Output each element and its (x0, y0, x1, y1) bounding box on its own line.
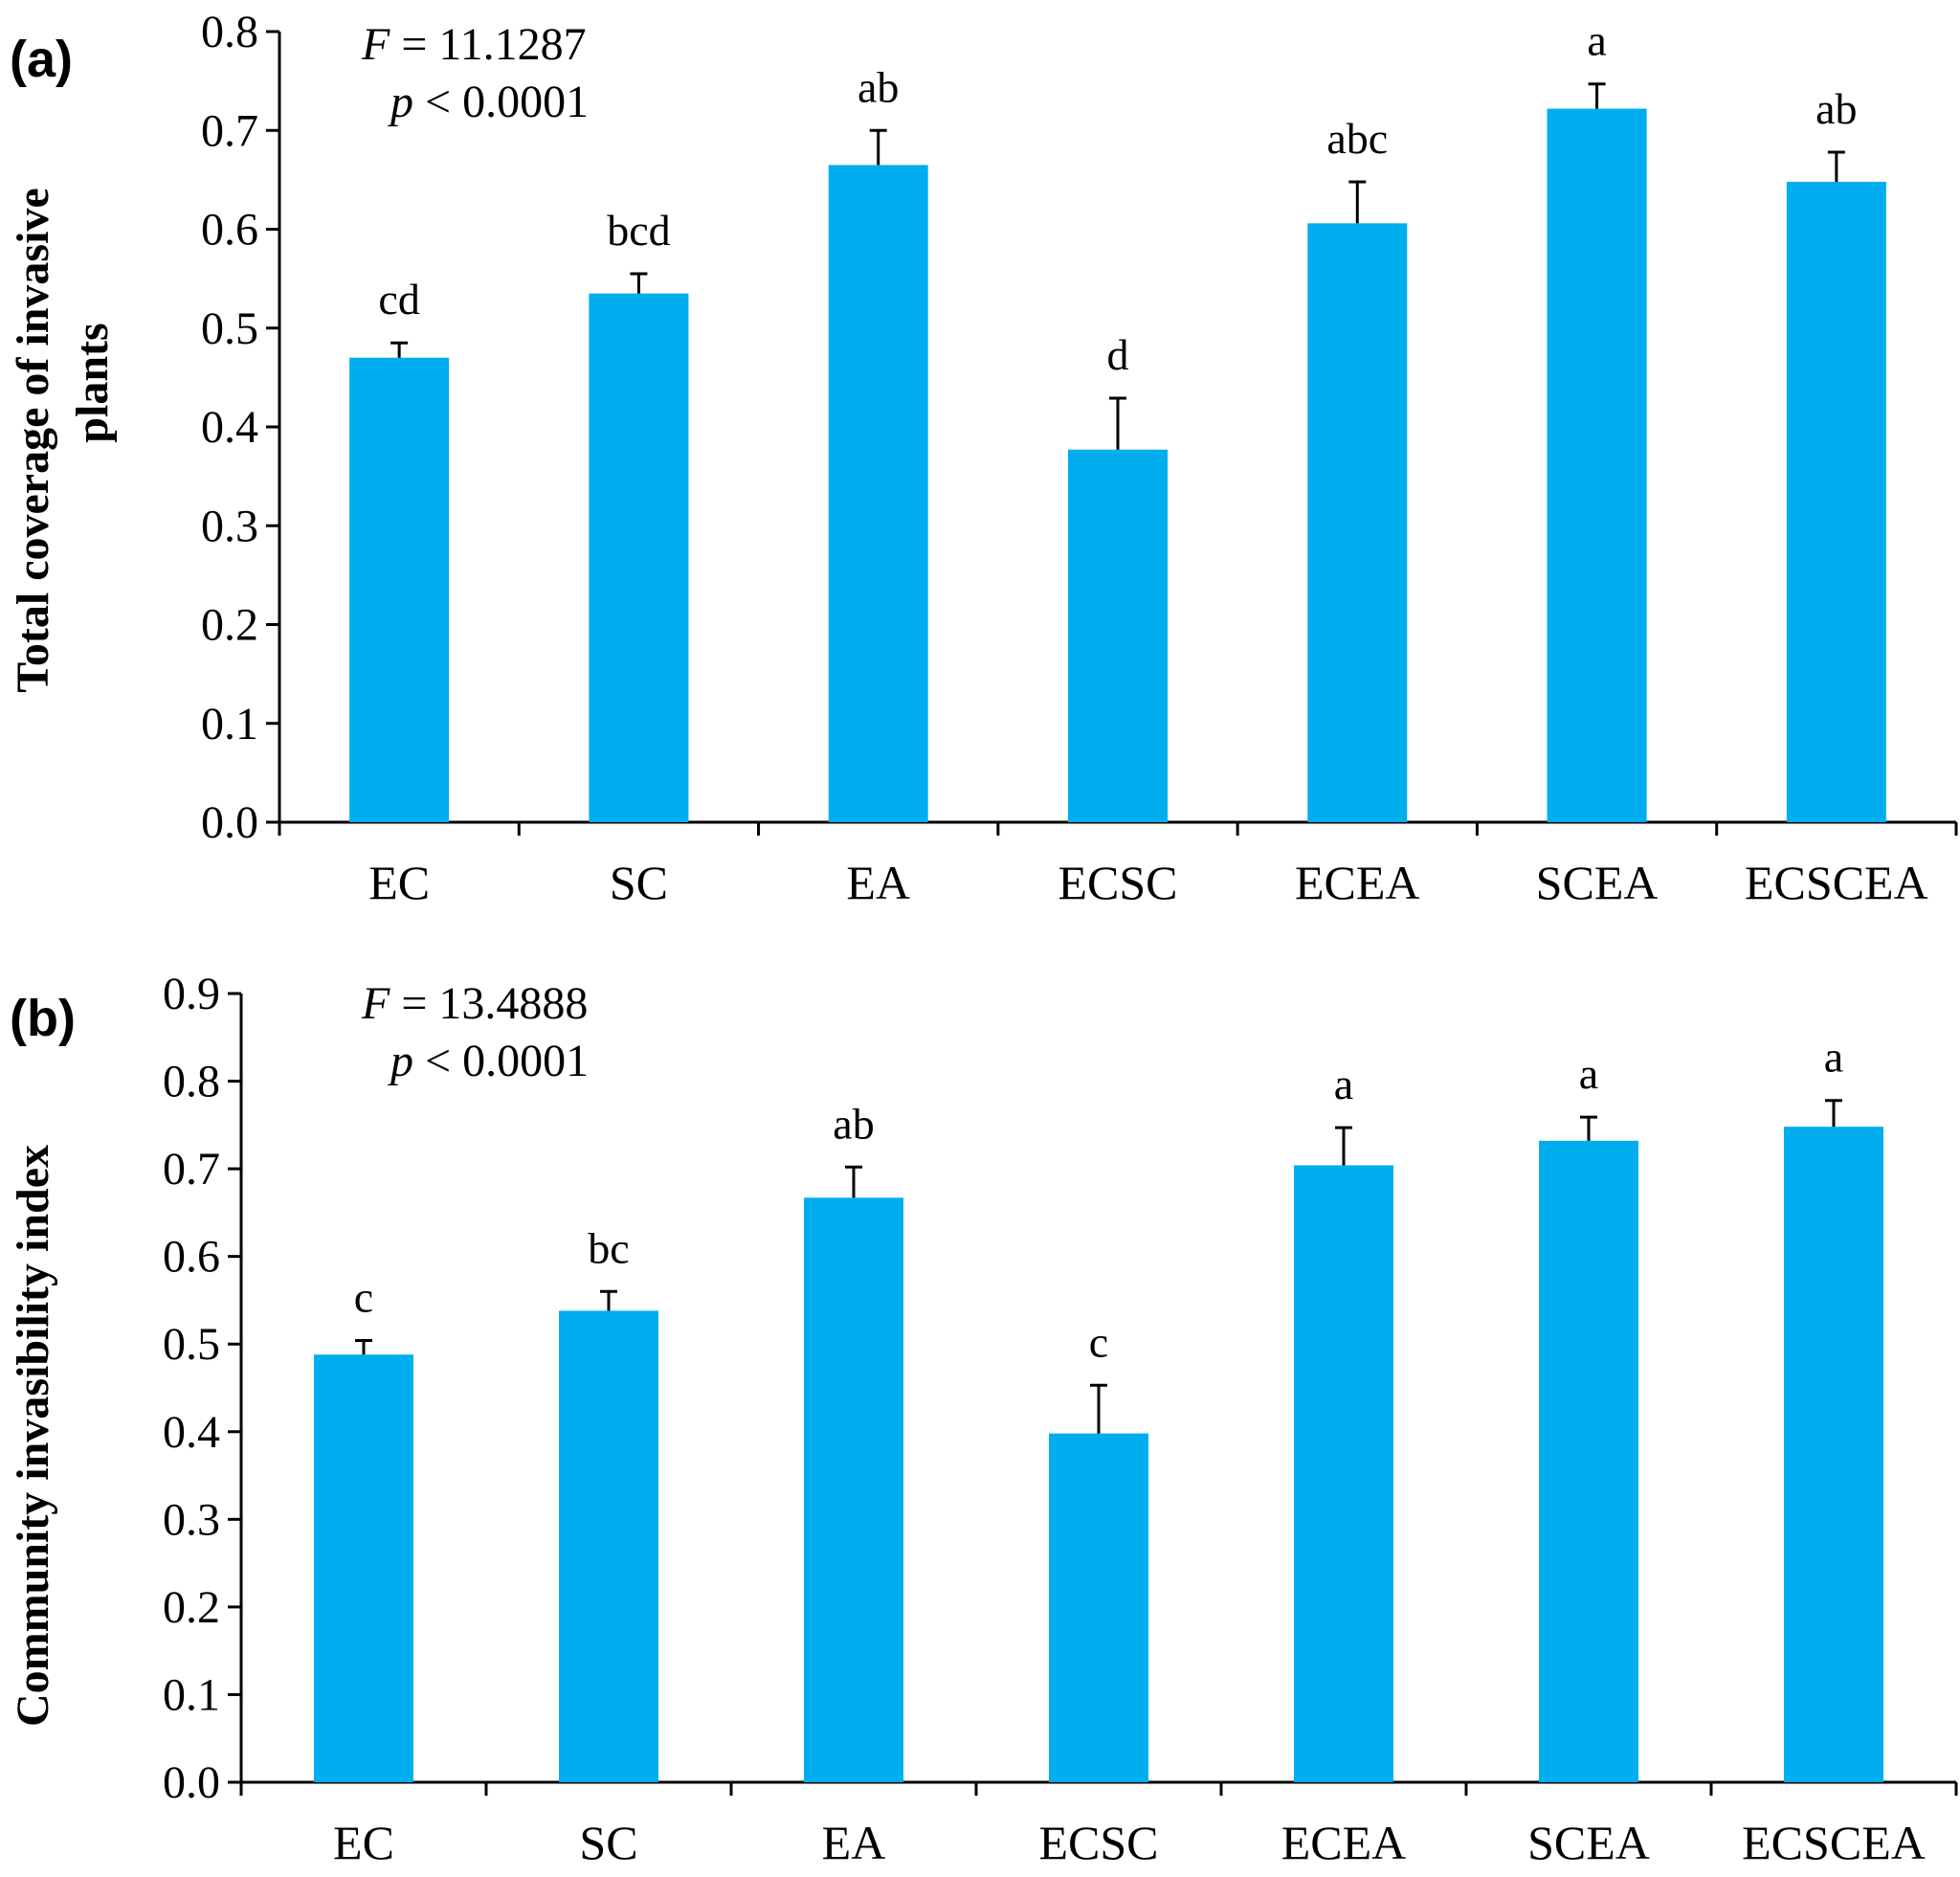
y-tick-label: 0.4 (201, 402, 258, 453)
plot-area-a: 0.0 0.1 0.2 0.3 0.4 0.5 0.6 0.7 0.8 cd EC bcd SC ab EA… (201, 7, 1958, 909)
significance-letter: ab (858, 62, 899, 111)
x-category-label: ECEA (1295, 856, 1420, 909)
bar-ecsc (1068, 449, 1168, 822)
y-tick-label: 0.2 (201, 600, 258, 651)
significance-letter: bcd (607, 206, 670, 255)
bar-ea (804, 1197, 903, 1782)
f-value-a: = 11.1287 (390, 19, 586, 70)
significance-letter: cd (378, 275, 419, 324)
significance-letter: c (354, 1273, 373, 1322)
plot-area-b: 0.0 0.1 0.2 0.3 0.4 0.5 0.6 0.7 0.8 0.9 c EC bc SC ab E… (163, 969, 1958, 1869)
y-tick-label: 0.0 (163, 1757, 220, 1808)
y-tick-label: 0.5 (163, 1319, 220, 1370)
bar-scea (1547, 108, 1647, 822)
x-category-label: SC (579, 1816, 637, 1869)
y-tick-label: 0.6 (201, 205, 258, 256)
y-axis-title-a: Total coverage of invasive (8, 188, 58, 692)
f-value-b: = 13.4888 (390, 978, 588, 1029)
bar-ea (828, 165, 928, 822)
significance-letter: bc (588, 1223, 629, 1272)
x-category-label: SCEA (1527, 1816, 1650, 1869)
y-tick-label: 0.9 (163, 969, 220, 1019)
y-tick-label: 0.5 (201, 303, 258, 354)
x-category-label: ECSC (1058, 856, 1177, 909)
y-tick-label: 0.8 (201, 7, 258, 57)
y-tick-label: 0.1 (201, 699, 258, 749)
p-text-a: < 0.0001 (413, 77, 589, 127)
x-category-label: EA (846, 856, 910, 909)
y-tick-label: 0.7 (163, 1144, 220, 1195)
p-value-a: p < 0.0001 (388, 77, 589, 127)
significance-letter: c (1089, 1317, 1108, 1366)
significance-letter: abc (1326, 114, 1388, 163)
bar-ecscea (1784, 1127, 1883, 1782)
y-tick-label: 0.3 (163, 1494, 220, 1545)
x-category-label: EA (822, 1816, 886, 1869)
x-category-label: ECEA (1281, 1816, 1407, 1869)
p-symbol-b: p (388, 1036, 413, 1086)
bar-ec (349, 357, 450, 822)
y-tick-label: 0.7 (201, 105, 258, 156)
y-tick-label: 0.8 (163, 1057, 220, 1107)
f-symbol-b: F (361, 978, 390, 1029)
x-category-label: ECSCEA (1745, 856, 1928, 909)
bar-scea (1539, 1140, 1638, 1782)
f-symbol-a: F (361, 19, 390, 70)
y-tick-label: 0.2 (163, 1582, 220, 1633)
significance-letter: d (1107, 330, 1129, 379)
significance-letter: a (1824, 1033, 1843, 1082)
p-text-b: < 0.0001 (413, 1036, 589, 1086)
bar-ecsc (1049, 1433, 1148, 1782)
x-category-label: ECSCEA (1742, 1816, 1926, 1869)
y-tick-label: 0.6 (163, 1232, 220, 1283)
x-category-label: EC (368, 856, 430, 909)
f-statistic-a: F = 11.1287 (361, 19, 587, 70)
y-axis-title-a-line2: plants (67, 323, 118, 442)
significance-letter: ab (1815, 84, 1857, 133)
panel-label-a: (a) (10, 31, 73, 88)
y-tick-label: 0.1 (163, 1669, 220, 1720)
y-tick-label: 0.3 (201, 501, 258, 551)
panel-label-b: (b) (10, 990, 76, 1047)
x-category-label: EC (333, 1816, 394, 1869)
y-axis-title-b: Community invasibility index (8, 1145, 58, 1727)
f-statistic-b: F = 13.4888 (361, 978, 588, 1029)
bar-ecea (1307, 223, 1408, 822)
significance-letter: a (1587, 16, 1606, 65)
panel-a: (a) F = 11.1287 p < 0.0001 Total coverag… (8, 7, 1958, 909)
bar-sc (559, 1310, 658, 1782)
significance-letter: ab (833, 1099, 874, 1148)
x-category-label: SCEA (1536, 856, 1659, 909)
bar-sc (589, 293, 689, 822)
significance-letter: a (1334, 1060, 1353, 1108)
bar-ecscea (1786, 181, 1886, 822)
bar-ecea (1294, 1165, 1393, 1782)
y-tick-label: 0.0 (201, 797, 258, 848)
x-category-label: ECSC (1038, 1816, 1158, 1869)
bar-ec (314, 1354, 413, 1782)
x-category-label: SC (610, 856, 668, 909)
panel-b: (b) F = 13.4888 p < 0.0001 Community inv… (8, 969, 1958, 1869)
significance-letter: a (1579, 1049, 1598, 1098)
y-tick-label: 0.4 (163, 1407, 220, 1458)
p-symbol-a: p (388, 77, 413, 127)
p-value-b: p < 0.0001 (388, 1036, 589, 1086)
